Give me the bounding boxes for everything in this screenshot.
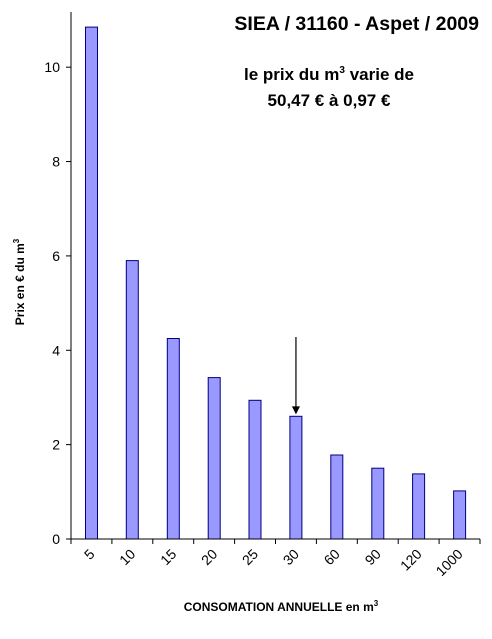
y-tick-label: 4: [52, 342, 60, 358]
price-range-annotation-line1: le prix du m3 varie de: [244, 65, 414, 84]
y-tick-label: 0: [52, 531, 60, 547]
bar-20: [207, 377, 221, 540]
bar-60: [330, 454, 344, 540]
y-axis-label-superscript: 3: [12, 238, 21, 243]
y-tick-label: 8: [52, 154, 60, 170]
x-tick-label: 25: [239, 546, 261, 568]
x-tick-label: 30: [280, 546, 302, 568]
x-tick-label: 120: [397, 546, 425, 574]
bars-layer: [85, 26, 467, 540]
x-tick-label: 90: [362, 546, 384, 568]
bar-15: [166, 338, 180, 540]
x-tick-label: 1000: [432, 546, 465, 579]
annotation-layer: [291, 337, 300, 415]
bar-10: [125, 260, 139, 540]
x-axis-label-text: CONSOMATION ANNUELLE en m: [184, 600, 374, 614]
bar-120: [412, 473, 426, 540]
bar-90: [371, 467, 385, 540]
x-tick-label: 5: [81, 546, 98, 563]
x-tick-label: 10: [116, 546, 138, 568]
bar-5: [85, 26, 98, 540]
x-axis-label-superscript: 3: [374, 599, 379, 608]
x-tick-label: 15: [157, 546, 179, 568]
annotation-line1-superscript: 3: [339, 65, 345, 76]
y-tick-label: 10: [44, 59, 60, 75]
x-axis-label: CONSOMATION ANNUELLE en m3: [184, 599, 379, 614]
bar-25: [248, 399, 262, 540]
y-axis-label: Prix en € du m3: [12, 238, 27, 325]
x-tick-label: 20: [198, 546, 220, 568]
bar-30: [289, 415, 303, 540]
y-axis-label-text: Prix en € du m: [13, 243, 27, 325]
annotation-line1-prefix: le prix du m: [244, 65, 339, 84]
chart-title: SIEA / 31160 - Aspet / 2009: [234, 13, 479, 35]
annotation-line1-suffix: varie de: [345, 65, 414, 84]
arrow-head: [291, 406, 300, 415]
x-tick-label: 60: [321, 546, 343, 568]
y-tick-label: 2: [52, 437, 60, 453]
price-range-annotation-line2: 50,47 € à 0,97 €: [268, 91, 391, 110]
y-tick-label: 6: [52, 248, 60, 264]
bar-1000: [453, 490, 467, 540]
